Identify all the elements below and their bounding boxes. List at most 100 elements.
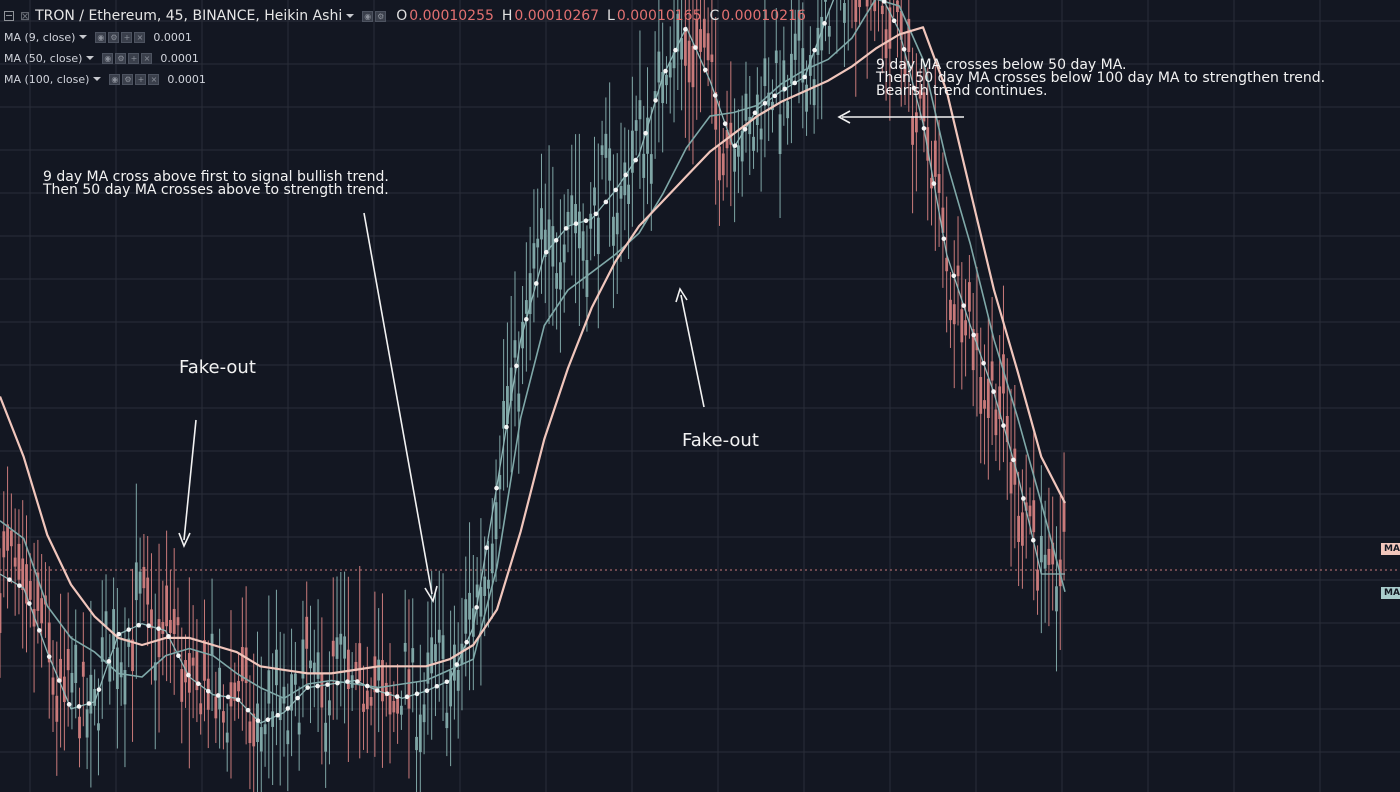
candle-body [706,33,710,61]
candle-body [384,682,388,697]
candle-body [233,682,237,701]
add-icon[interactable]: + [128,52,140,64]
remove-icon[interactable]: × [134,31,146,43]
indicator-dropdown-icon[interactable] [86,56,95,60]
settings-icon[interactable]: ⚙ [375,10,387,22]
candle-body [570,195,574,225]
ohlc-open-key: O [396,8,408,24]
candle-body [551,226,555,267]
candle-body [710,54,714,63]
candle-body [47,622,51,663]
annotation-bullish: 9 day MA cross above first to signal bul… [43,169,389,197]
candle-body [161,622,165,634]
candle-body [169,619,172,633]
indicator-dropdown-icon[interactable] [79,35,88,39]
ma9-marker [901,47,907,52]
candle-body [312,662,316,675]
visibility-icon[interactable]: ◉ [95,31,107,43]
ma9-marker [881,0,887,4]
candle-body [854,0,858,22]
candle-body [142,566,146,589]
ma9-marker [176,653,181,659]
candle-body [195,651,199,691]
indicator-row-ma50[interactable]: MA (50, close) ◉ ⚙ + × 0.0001 [4,50,199,66]
ohlc-high-value: 0.00010267 [514,8,600,24]
candle-body [528,273,532,315]
candle-body [441,635,445,659]
settings-icon[interactable]: ⚙ [115,52,127,64]
indicator-label[interactable]: MA (50, close) [4,51,83,65]
candle-body [214,696,218,719]
candle-body [964,320,967,336]
candle-body [536,238,540,248]
candle-body [407,669,411,709]
candle-body [248,721,252,744]
ma9-marker [384,691,390,697]
candle-body [922,92,926,122]
settings-icon[interactable]: ⚙ [108,31,120,43]
ma9-marker [484,545,489,551]
candle-body [203,640,206,681]
ma9-marker [643,130,648,136]
ma9-marker [553,238,559,243]
ma9-marker [275,712,281,718]
candle-body [475,584,479,598]
ma9-marker [404,694,410,700]
ma100-price-tag: MA [1381,543,1400,555]
indicator-row-ma9[interactable]: MA (9, close) ◉ ⚙ + × 0.0001 [4,29,192,45]
ma9-marker [215,693,221,698]
candle-body [55,695,59,722]
remove-icon[interactable]: × [148,73,160,85]
candle-body [271,711,275,727]
candle-body [797,9,801,41]
candle-body [346,649,350,690]
ma9-marker [325,682,330,687]
annotation-bullish-line-1: 9 day MA cross above first to signal bul… [43,169,389,185]
visibility-icon[interactable]: ◉ [109,73,121,85]
ma9-marker [434,683,440,689]
indicator-label[interactable]: MA (9, close) [4,30,76,44]
candle-body [559,262,562,290]
remove-icon[interactable]: × [141,52,153,64]
candle-body [191,657,195,666]
ma9-marker [335,680,340,686]
symbol-marker-icon: ⊠ [20,9,31,23]
visibility-icon[interactable]: ◉ [102,52,114,64]
ma9-marker [1021,496,1026,501]
candle-body [1002,354,1005,394]
candle-body [612,216,615,246]
visibility-icon[interactable]: ◉ [362,10,374,22]
candle-body [206,678,210,710]
candle-body [0,593,2,633]
candle-body [649,154,653,184]
arrow-bullish-cross-head [424,585,438,604]
candle-body [184,660,187,683]
ma9-marker [96,687,102,692]
candle-body [680,38,683,60]
indicator-dropdown-icon[interactable] [93,77,102,81]
candle-body [532,243,536,269]
add-icon[interactable]: + [135,73,147,85]
symbol-title[interactable]: TRON / Ethereum, 45, BINANCE, Heikin Ash… [35,8,343,24]
candle-body [62,676,66,703]
settings-icon[interactable]: ⚙ [122,73,134,85]
ma9-marker [494,485,499,491]
arrow-bearish-cross-head [837,110,851,124]
indicator-row-ma100[interactable]: MA (100, close) ◉ ⚙ + × 0.0001 [4,71,206,87]
indicator-label[interactable]: MA (100, close) [4,72,90,86]
candle-body [316,652,320,679]
candle-body [396,694,399,714]
collapse-legend-icon[interactable] [4,11,14,21]
symbol-dropdown-icon[interactable] [346,14,355,18]
ma9-marker [762,100,768,106]
candle-body [1039,535,1043,563]
candle-body [81,661,85,677]
candle-body [790,53,793,84]
candle-body [718,146,721,181]
candle-body [123,670,127,705]
add-icon[interactable]: + [121,31,133,43]
ma9-marker [782,86,788,92]
ma9-marker [742,126,748,132]
